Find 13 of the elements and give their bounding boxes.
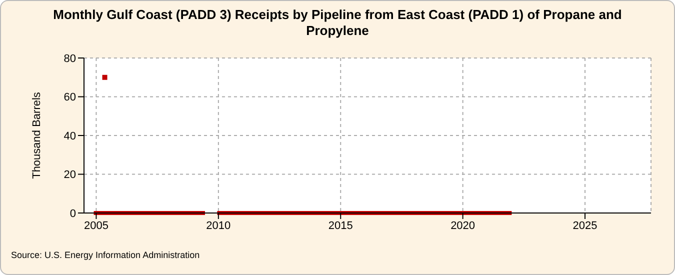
y-tick-label: 80	[64, 52, 76, 65]
x-tick-label: 2020	[450, 220, 476, 232]
chart-title: Monthly Gulf Coast (PADD 3) Receipts by Pipeline from East Coast (PADD 1) of Propane and Propylene	[52, 7, 623, 39]
y-axis-title: Thousand Barrels	[30, 92, 43, 179]
y-tick-label: 0	[70, 208, 76, 220]
y-tick-label: 40	[64, 130, 76, 142]
y-tick-label: 20	[64, 169, 76, 182]
x-tick-label: 2005	[84, 220, 108, 232]
y-tick-label: 60	[64, 92, 76, 104]
x-tick-label: 2025	[572, 220, 598, 232]
source-note: Source: U.S. Energy Information Administration	[11, 250, 200, 260]
x-tick-label: 2015	[328, 220, 353, 232]
x-tick-label: 2010	[206, 220, 231, 232]
